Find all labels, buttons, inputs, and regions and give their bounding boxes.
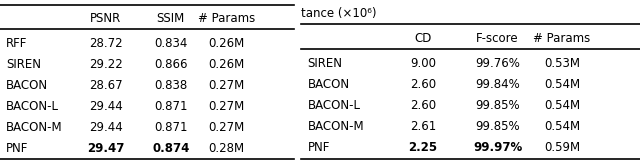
Text: BACON-L: BACON-L [6, 100, 59, 113]
Text: 29.22: 29.22 [89, 58, 123, 71]
Text: 29.47: 29.47 [87, 141, 125, 155]
Text: 0.54M: 0.54M [544, 120, 580, 133]
Text: 2.60: 2.60 [410, 78, 436, 91]
Text: 0.866: 0.866 [154, 58, 188, 71]
Text: BACON: BACON [6, 79, 48, 92]
Text: PSNR: PSNR [90, 12, 122, 25]
Text: SIREN: SIREN [308, 57, 342, 70]
Text: 0.59M: 0.59M [544, 141, 580, 154]
Text: 0.53M: 0.53M [544, 57, 580, 70]
Text: # Params: # Params [198, 12, 255, 25]
Text: 99.97%: 99.97% [473, 141, 522, 154]
Text: 0.27M: 0.27M [209, 79, 245, 92]
Text: 99.76%: 99.76% [475, 57, 520, 70]
Text: 28.72: 28.72 [89, 37, 123, 50]
Text: 0.54M: 0.54M [544, 99, 580, 112]
Text: 2.61: 2.61 [410, 120, 436, 133]
Text: 0.28M: 0.28M [209, 141, 244, 155]
Text: 0.871: 0.871 [154, 121, 188, 133]
Text: 0.27M: 0.27M [209, 121, 245, 133]
Text: tance (×10⁶): tance (×10⁶) [301, 7, 376, 20]
Text: PNF: PNF [6, 141, 28, 155]
Text: 0.871: 0.871 [154, 100, 188, 113]
Text: SIREN: SIREN [6, 58, 41, 71]
Text: 0.26M: 0.26M [209, 58, 245, 71]
Text: PNF: PNF [308, 141, 330, 154]
Text: RFF: RFF [6, 37, 28, 50]
Text: 0.54M: 0.54M [544, 78, 580, 91]
Text: 2.25: 2.25 [408, 141, 438, 154]
Text: 99.85%: 99.85% [476, 99, 520, 112]
Text: BACON-M: BACON-M [308, 120, 364, 133]
Text: CD: CD [414, 32, 431, 45]
Text: 99.85%: 99.85% [476, 120, 520, 133]
Text: 29.44: 29.44 [89, 100, 123, 113]
Text: 0.834: 0.834 [154, 37, 188, 50]
Text: 99.84%: 99.84% [475, 78, 520, 91]
Text: 0.874: 0.874 [152, 141, 189, 155]
Text: BACON-L: BACON-L [308, 99, 360, 112]
Text: 9.00: 9.00 [410, 57, 436, 70]
Text: 0.838: 0.838 [154, 79, 188, 92]
Text: SSIM: SSIM [157, 12, 185, 25]
Text: 0.26M: 0.26M [209, 37, 245, 50]
Text: BACON-M: BACON-M [6, 121, 63, 133]
Text: F-score: F-score [476, 32, 519, 45]
Text: 0.27M: 0.27M [209, 100, 245, 113]
Text: BACON: BACON [308, 78, 349, 91]
Text: 28.67: 28.67 [89, 79, 123, 92]
Text: 2.60: 2.60 [410, 99, 436, 112]
Text: # Params: # Params [533, 32, 591, 45]
Text: 29.44: 29.44 [89, 121, 123, 133]
